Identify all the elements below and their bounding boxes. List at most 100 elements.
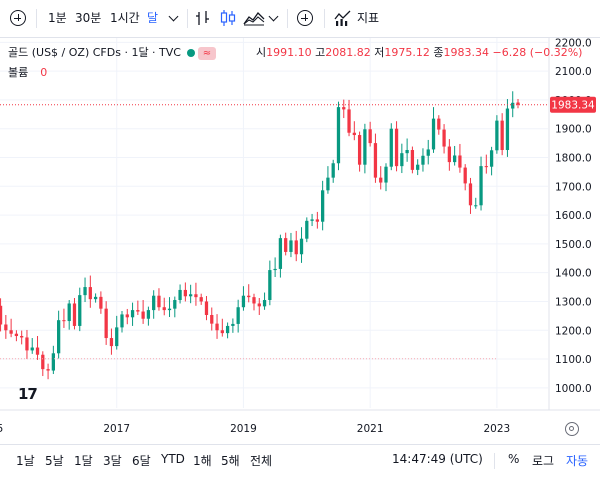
- candle-body: [157, 295, 161, 308]
- last-price-label: 1983.34: [551, 100, 595, 112]
- candle-body: [342, 107, 346, 110]
- candle-body: [14, 333, 19, 337]
- candle-body: [305, 220, 309, 239]
- candle-body: [194, 294, 198, 298]
- candle-body: [289, 240, 293, 252]
- candle-body: [62, 320, 66, 322]
- wave-indicator-icon[interactable]: ≈: [197, 46, 216, 60]
- candle-body: [315, 219, 319, 222]
- candle-body: [394, 128, 399, 167]
- area-chart-type-icon[interactable]: [243, 10, 265, 26]
- candle-body: [379, 177, 383, 183]
- candle-body: [294, 240, 298, 255]
- candle-body: [0, 305, 3, 325]
- candle-body: [442, 129, 446, 147]
- candle-body: [347, 109, 351, 133]
- indicators-button-label[interactable]: 지표: [357, 11, 380, 25]
- x-tick-label: 2021: [357, 423, 384, 435]
- range-1month-button[interactable]: 1달: [74, 454, 93, 468]
- candle-body: [278, 238, 283, 269]
- range-6month-button[interactable]: 6달: [132, 454, 151, 468]
- auto-scale-toggle[interactable]: 자동: [566, 454, 589, 468]
- clock-time-utc[interactable]: 14:47:49 (UTC): [392, 452, 483, 466]
- candle-body: [437, 118, 441, 130]
- candle-body: [299, 238, 304, 255]
- candle-body: [384, 166, 388, 183]
- candle-body: [426, 149, 430, 156]
- symbol-title[interactable]: 골드 (US$ / OZ) CFDs · 1달 · TVC: [8, 46, 181, 59]
- chart-settings-gear-icon[interactable]: [565, 422, 579, 436]
- last-price-tag: [550, 96, 596, 113]
- chart-type-dropdown-chevron-icon[interactable]: [268, 11, 279, 22]
- candle-body: [136, 310, 140, 312]
- high-label: 고: [315, 46, 326, 59]
- range-1day-button[interactable]: 1날: [16, 454, 35, 468]
- range-1year-button[interactable]: 1해: [193, 454, 212, 468]
- candle-body: [236, 307, 240, 324]
- candle-body: [146, 310, 151, 319]
- interval-month-button[interactable]: 달: [147, 11, 159, 25]
- candle-body: [173, 300, 177, 309]
- interval-1min-button[interactable]: 1분: [48, 11, 67, 25]
- candle-body: [331, 163, 335, 178]
- candle-body: [178, 289, 182, 301]
- candle-body: [20, 336, 24, 338]
- candle-body: [183, 289, 187, 297]
- bar-chart-type-icon[interactable]: [195, 10, 211, 27]
- candle-body: [389, 128, 393, 167]
- chart-grid: [0, 38, 600, 411]
- log-scale-toggle[interactable]: 로그: [532, 454, 555, 468]
- candle-body: [479, 166, 483, 206]
- x-tick-label: 2015: [0, 423, 3, 435]
- candle-body: [30, 347, 34, 351]
- candle-body: [410, 150, 415, 170]
- candle-body: [220, 330, 224, 334]
- candle-body: [284, 238, 288, 252]
- range-3month-button[interactable]: 3달: [103, 454, 122, 468]
- range-5year-button[interactable]: 5해: [221, 454, 240, 468]
- close-label: 종: [433, 46, 444, 59]
- interval-dropdown-chevron-icon[interactable]: [168, 11, 179, 22]
- volume-label[interactable]: 볼륨: [8, 66, 29, 79]
- change-value: −6.28 (−0.32%): [492, 46, 583, 59]
- axis-labels: 1000.0 1100.0 1200.0 1300.0 1400.0 1500.0 1600…: [0, 38, 592, 435]
- candle-body: [231, 323, 235, 326]
- indicators-icon[interactable]: [334, 10, 352, 27]
- interval-30min-button[interactable]: 30분: [75, 11, 102, 25]
- candle-body: [199, 297, 203, 302]
- tradingview-logo-icon[interactable]: 17: [18, 385, 38, 403]
- percent-scale-toggle[interactable]: %: [508, 452, 520, 466]
- candle-body: [516, 102, 520, 105]
- candle-body: [67, 303, 71, 322]
- candle-body: [204, 301, 209, 315]
- market-status-dot-icon[interactable]: [186, 49, 195, 57]
- candle-chart-type-icon[interactable]: [219, 9, 237, 28]
- candle-body: [405, 150, 409, 154]
- candle-body: [4, 324, 8, 331]
- candle-body: [463, 167, 467, 184]
- candle-body: [447, 146, 451, 163]
- bottom-divider: [494, 453, 495, 469]
- candle-body: [83, 287, 87, 296]
- symbol-search-plus-icon[interactable]: [10, 10, 26, 26]
- candle-body: [35, 347, 40, 355]
- candle-body: [273, 268, 277, 271]
- candle-body: [210, 314, 214, 324]
- range-ytd-button[interactable]: YTD: [161, 452, 185, 466]
- y-tick-label: 1300.0: [555, 296, 592, 308]
- interval-1hour-button[interactable]: 1시간: [110, 11, 140, 25]
- y-tick-label: 2100.0: [555, 66, 592, 78]
- candle-body: [88, 287, 92, 300]
- candle-body: [241, 295, 246, 308]
- y-tick-label: 1200.0: [555, 325, 592, 337]
- range-5day-button[interactable]: 5날: [45, 454, 64, 468]
- price-chart[interactable]: 1000.0 1100.0 1200.0 1300.0 1400.0 1500.0 1600…: [0, 38, 600, 443]
- toolbar-divider: [287, 9, 288, 28]
- compare-symbol-plus-icon[interactable]: [297, 10, 313, 26]
- toolbar-divider: [187, 9, 188, 28]
- candle-body: [495, 120, 499, 151]
- y-tick-label: 2200.0: [555, 38, 592, 49]
- candle-body: [93, 296, 98, 300]
- range-all-button[interactable]: 전체: [250, 454, 273, 468]
- candle-body: [336, 107, 341, 164]
